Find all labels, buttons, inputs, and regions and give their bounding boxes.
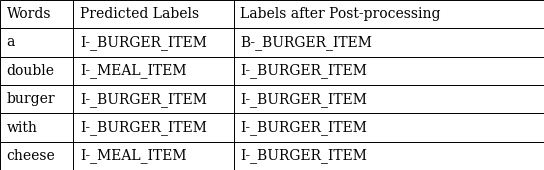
Bar bbox=[73, 57, 234, 85]
Bar bbox=[73, 142, 234, 170]
Bar bbox=[0, 85, 73, 113]
Bar bbox=[0, 0, 73, 28]
Bar bbox=[73, 0, 234, 28]
Bar bbox=[0, 28, 73, 57]
Bar bbox=[234, 0, 544, 28]
Text: a: a bbox=[7, 36, 15, 49]
Bar bbox=[234, 28, 544, 57]
Text: Words: Words bbox=[7, 7, 51, 21]
Text: double: double bbox=[7, 64, 54, 78]
Text: Labels after Post-processing: Labels after Post-processing bbox=[240, 7, 441, 21]
Text: I-_BURGER_ITEM: I-_BURGER_ITEM bbox=[80, 35, 207, 50]
Text: I-_BURGER_ITEM: I-_BURGER_ITEM bbox=[240, 148, 367, 163]
Bar bbox=[0, 57, 73, 85]
Text: I-_BURGER_ITEM: I-_BURGER_ITEM bbox=[240, 92, 367, 107]
Bar bbox=[234, 57, 544, 85]
Text: with: with bbox=[7, 121, 38, 134]
Bar bbox=[234, 113, 544, 142]
Bar bbox=[73, 113, 234, 142]
Text: Predicted Labels: Predicted Labels bbox=[80, 7, 199, 21]
Text: I-_BURGER_ITEM: I-_BURGER_ITEM bbox=[80, 92, 207, 107]
Bar bbox=[0, 113, 73, 142]
Bar bbox=[234, 85, 544, 113]
Text: I-_BURGER_ITEM: I-_BURGER_ITEM bbox=[80, 120, 207, 135]
Bar bbox=[73, 28, 234, 57]
Bar bbox=[73, 85, 234, 113]
Bar bbox=[234, 142, 544, 170]
Text: I-_MEAL_ITEM: I-_MEAL_ITEM bbox=[80, 63, 187, 78]
Text: I-_BURGER_ITEM: I-_BURGER_ITEM bbox=[240, 120, 367, 135]
Text: B-_BURGER_ITEM: B-_BURGER_ITEM bbox=[240, 35, 372, 50]
Bar bbox=[0, 142, 73, 170]
Text: cheese: cheese bbox=[7, 149, 55, 163]
Text: I-_BURGER_ITEM: I-_BURGER_ITEM bbox=[240, 63, 367, 78]
Text: burger: burger bbox=[7, 92, 55, 106]
Text: I-_MEAL_ITEM: I-_MEAL_ITEM bbox=[80, 148, 187, 163]
